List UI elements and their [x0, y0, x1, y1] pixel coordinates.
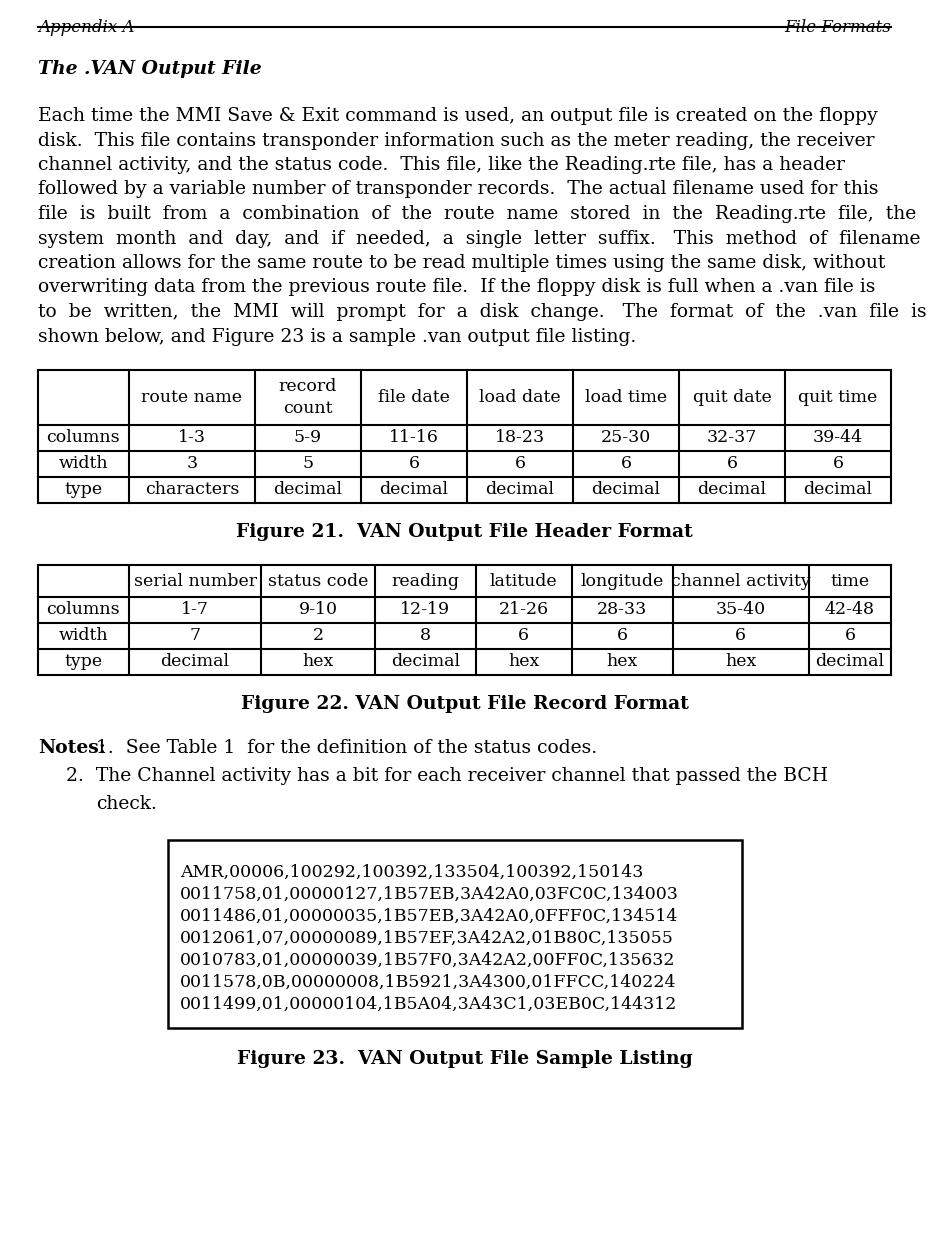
Text: 6: 6 [514, 456, 525, 472]
Text: 39-44: 39-44 [812, 429, 862, 447]
Text: 1.  See Table 1  for the definition of the status codes.: 1. See Table 1 for the definition of the… [96, 739, 597, 757]
Text: Appendix A: Appendix A [38, 19, 135, 36]
Text: decimal: decimal [591, 482, 660, 498]
Text: 0011499,01,00000104,1B5A04,3A43C1,03EB0C,144312: 0011499,01,00000104,1B5A04,3A43C1,03EB0C… [180, 996, 677, 1013]
Text: quit date: quit date [692, 389, 770, 407]
Text: quit time: quit time [797, 389, 877, 407]
Text: 12-19: 12-19 [400, 601, 450, 619]
Text: File Formats: File Formats [783, 19, 890, 36]
Text: width: width [58, 628, 109, 645]
Text: reading: reading [391, 572, 458, 590]
Text: 11-16: 11-16 [389, 429, 439, 447]
Text: 5-9: 5-9 [293, 429, 322, 447]
Text: 21-26: 21-26 [498, 601, 548, 619]
Text: to  be  written,  the  MMI  will  prompt  for  a  disk  change.   The  format  o: to be written, the MMI will prompt for a… [38, 302, 925, 321]
Text: 6: 6 [620, 456, 631, 472]
Text: 6: 6 [408, 456, 419, 472]
Text: characters: characters [145, 482, 238, 498]
Text: check.: check. [96, 794, 157, 813]
Text: 0012061,07,00000089,1B57EF,3A42A2,01B80C,135055: 0012061,07,00000089,1B57EF,3A42A2,01B80C… [180, 930, 673, 948]
Text: followed by a variable number of transponder records.  The actual filename used : followed by a variable number of transpo… [38, 181, 878, 198]
Text: 42-48: 42-48 [824, 601, 874, 619]
Text: 32-37: 32-37 [706, 429, 756, 447]
Text: 3: 3 [187, 456, 198, 472]
Text: decimal: decimal [161, 654, 229, 670]
Text: route name: route name [141, 389, 242, 407]
Text: load time: load time [585, 389, 666, 407]
Text: 35-40: 35-40 [715, 601, 765, 619]
Text: time: time [830, 572, 869, 590]
Text: longitude: longitude [580, 572, 664, 590]
Text: shown below, and Figure 23 is a sample .van output file listing.: shown below, and Figure 23 is a sample .… [38, 328, 636, 345]
Text: decimal: decimal [485, 482, 554, 498]
Text: channel activity, and the status code.  This file, like the Reading.rte file, ha: channel activity, and the status code. T… [38, 156, 844, 174]
Text: record
count: record count [278, 378, 337, 417]
Text: 6: 6 [831, 456, 843, 472]
Text: decimal: decimal [815, 654, 883, 670]
Text: hex: hex [725, 654, 755, 670]
Text: columns: columns [46, 601, 120, 619]
Text: 9-10: 9-10 [298, 601, 337, 619]
Text: 1-3: 1-3 [178, 429, 206, 447]
Text: 6: 6 [844, 628, 855, 645]
Text: decimal: decimal [697, 482, 766, 498]
Text: creation allows for the same route to be read multiple times using the same disk: creation allows for the same route to be… [38, 254, 884, 272]
Text: The .VAN Output File: The .VAN Output File [38, 60, 262, 78]
Text: type: type [64, 482, 102, 498]
Text: hex: hex [508, 654, 539, 670]
Text: 28-33: 28-33 [597, 601, 647, 619]
Text: columns: columns [46, 429, 120, 447]
Text: file date: file date [378, 389, 449, 407]
Text: 6: 6 [518, 628, 529, 645]
Text: 8: 8 [419, 628, 431, 645]
Text: system  month  and  day,  and  if  needed,  a  single  letter  suffix.   This  m: system month and day, and if needed, a s… [38, 230, 920, 247]
Text: hex: hex [303, 654, 333, 670]
Text: AMR,00006,100292,100392,133504,100392,150143: AMR,00006,100292,100392,133504,100392,15… [180, 863, 643, 881]
Text: overwriting data from the previous route file.  If the floppy disk is full when : overwriting data from the previous route… [38, 279, 874, 296]
Text: channel activity: channel activity [670, 572, 810, 590]
Bar [168, 840, 741, 1028]
Text: 0011486,01,00000035,1B57EB,3A42A0,0FFF0C,134514: 0011486,01,00000035,1B57EB,3A42A0,0FFF0C… [180, 909, 677, 925]
Text: latitude: latitude [489, 572, 557, 590]
Text: 6: 6 [726, 456, 737, 472]
Text: Figure 21.  VAN Output File Header Format: Figure 21. VAN Output File Header Format [236, 523, 692, 541]
Text: width: width [58, 456, 109, 472]
Text: status code: status code [267, 572, 367, 590]
Text: decimal: decimal [803, 482, 871, 498]
Text: load date: load date [479, 389, 561, 407]
Text: 0010783,01,00000039,1B57F0,3A42A2,00FF0C,135632: 0010783,01,00000039,1B57F0,3A42A2,00FF0C… [180, 953, 675, 969]
Text: decimal: decimal [273, 482, 342, 498]
Text: disk.  This file contains transponder information such as the meter reading, the: disk. This file contains transponder inf… [38, 132, 873, 149]
Text: 6: 6 [616, 628, 627, 645]
Text: decimal: decimal [380, 482, 448, 498]
Text: 0011758,01,00000127,1B57EB,3A42A0,03FC0C,134003: 0011758,01,00000127,1B57EB,3A42A0,03FC0C… [180, 886, 678, 904]
Text: 2.  The Channel activity has a bit for each receiver channel that passed the BCH: 2. The Channel activity has a bit for ea… [66, 767, 827, 784]
Text: file  is  built  from  a  combination  of  the  route  name  stored  in  the  Re: file is built from a combination of the … [38, 205, 915, 223]
Text: decimal: decimal [391, 654, 459, 670]
Text: Notes:: Notes: [38, 739, 106, 757]
Text: Figure 22. VAN Output File Record Format: Figure 22. VAN Output File Record Format [240, 695, 688, 713]
Text: 1-7: 1-7 [181, 601, 209, 619]
Text: 18-23: 18-23 [495, 429, 545, 447]
Text: 0011578,0B,00000008,1B5921,3A4300,01FFCC,140224: 0011578,0B,00000008,1B5921,3A4300,01FFCC… [180, 974, 676, 991]
Text: serial number: serial number [134, 572, 256, 590]
Text: 6: 6 [735, 628, 745, 645]
Text: 5: 5 [303, 456, 314, 472]
Text: type: type [64, 654, 102, 670]
Text: Each time the MMI Save & Exit command is used, an output file is created on the : Each time the MMI Save & Exit command is… [38, 107, 877, 126]
Text: Figure 23.  VAN Output File Sample Listing: Figure 23. VAN Output File Sample Listin… [237, 1050, 691, 1068]
Text: 7: 7 [189, 628, 200, 645]
Text: 2: 2 [312, 628, 323, 645]
Text: hex: hex [606, 654, 638, 670]
Text: 25-30: 25-30 [600, 429, 651, 447]
